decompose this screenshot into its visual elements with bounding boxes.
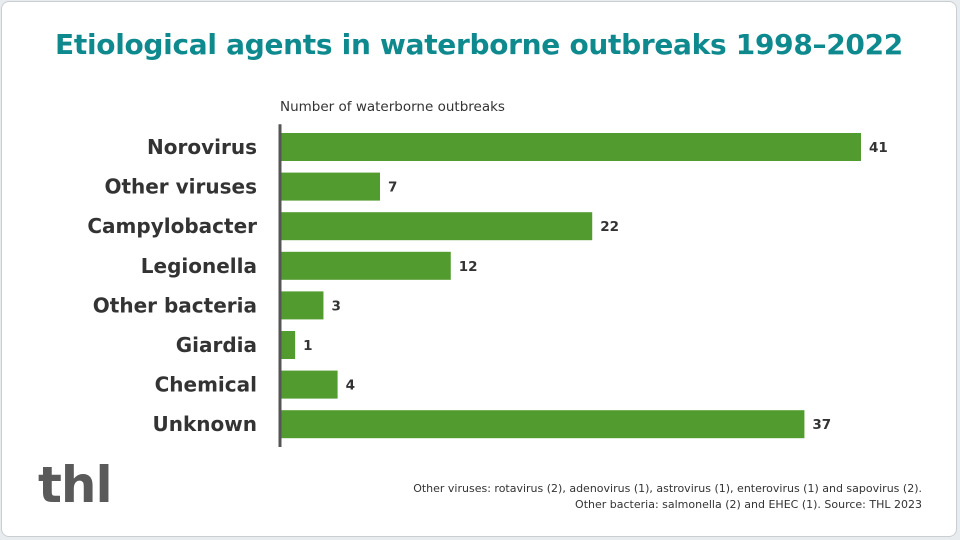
thl-logo: thl	[38, 456, 113, 514]
bar-other-bacteria	[281, 291, 324, 320]
category-label: Campylobacter	[87, 214, 257, 238]
footnote-line-1: Other viruses: rotavirus (2), adenovirus…	[413, 482, 922, 495]
bar-giardia	[281, 331, 296, 359]
value-label: 22	[600, 219, 619, 235]
value-label: 1	[303, 338, 312, 354]
bar-other-viruses	[281, 172, 381, 201]
value-label: 4	[346, 378, 355, 394]
category-label: Unknown	[153, 412, 257, 436]
chart-title: Etiological agents in waterborne outbrea…	[55, 28, 903, 61]
value-label: 3	[331, 298, 340, 314]
bar-chemical	[281, 370, 338, 399]
category-label: Other viruses	[104, 175, 257, 199]
footnote: Other viruses: rotavirus (2), adenovirus…	[413, 481, 922, 513]
value-label: 37	[812, 417, 831, 433]
bar-norovirus	[281, 133, 861, 161]
value-label: 41	[869, 140, 888, 156]
category-label: Giardia	[176, 333, 257, 357]
bar-legionella	[281, 251, 451, 280]
value-label: 12	[459, 259, 478, 275]
category-label: Chemical	[155, 373, 257, 397]
bar-unknown	[281, 410, 805, 439]
category-label: Norovirus	[147, 135, 257, 159]
category-label: Legionella	[141, 254, 257, 278]
value-label: 7	[388, 180, 397, 196]
x-axis-caption: Number of waterborne outbreaks	[280, 99, 505, 115]
bar-campylobacter	[281, 212, 593, 241]
footnote-line-2: Other bacteria: salmonella (2) and EHEC …	[575, 498, 922, 511]
category-label: Other bacteria	[93, 293, 257, 317]
